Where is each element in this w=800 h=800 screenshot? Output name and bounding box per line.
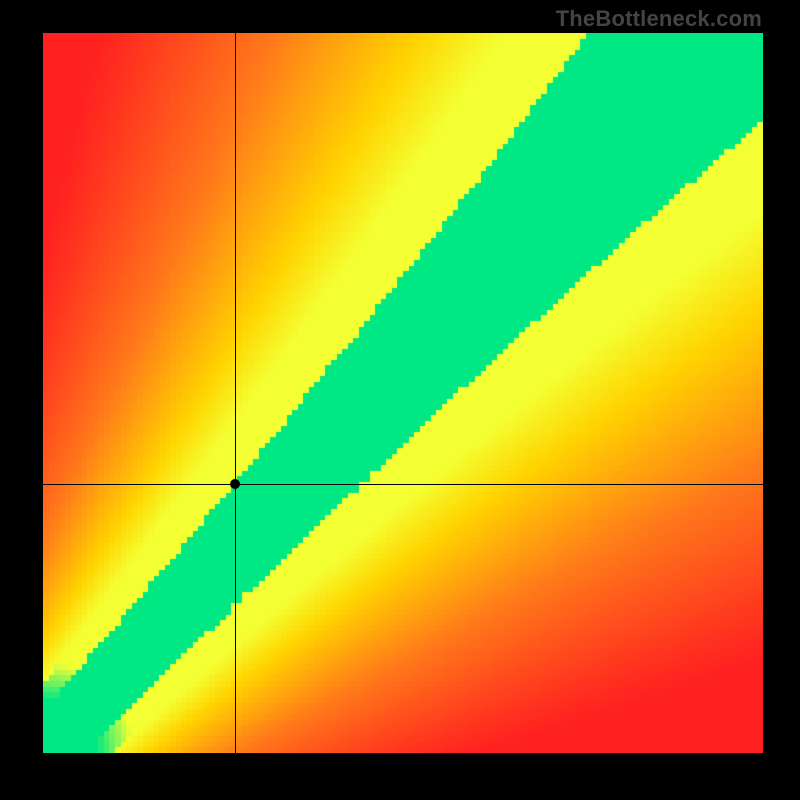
heatmap-plot xyxy=(43,33,763,753)
heatmap-canvas xyxy=(43,33,763,753)
watermark-text: TheBottleneck.com xyxy=(556,6,762,32)
crosshair-horizontal xyxy=(43,484,763,485)
crosshair-marker xyxy=(230,479,240,489)
crosshair-vertical xyxy=(235,33,236,753)
